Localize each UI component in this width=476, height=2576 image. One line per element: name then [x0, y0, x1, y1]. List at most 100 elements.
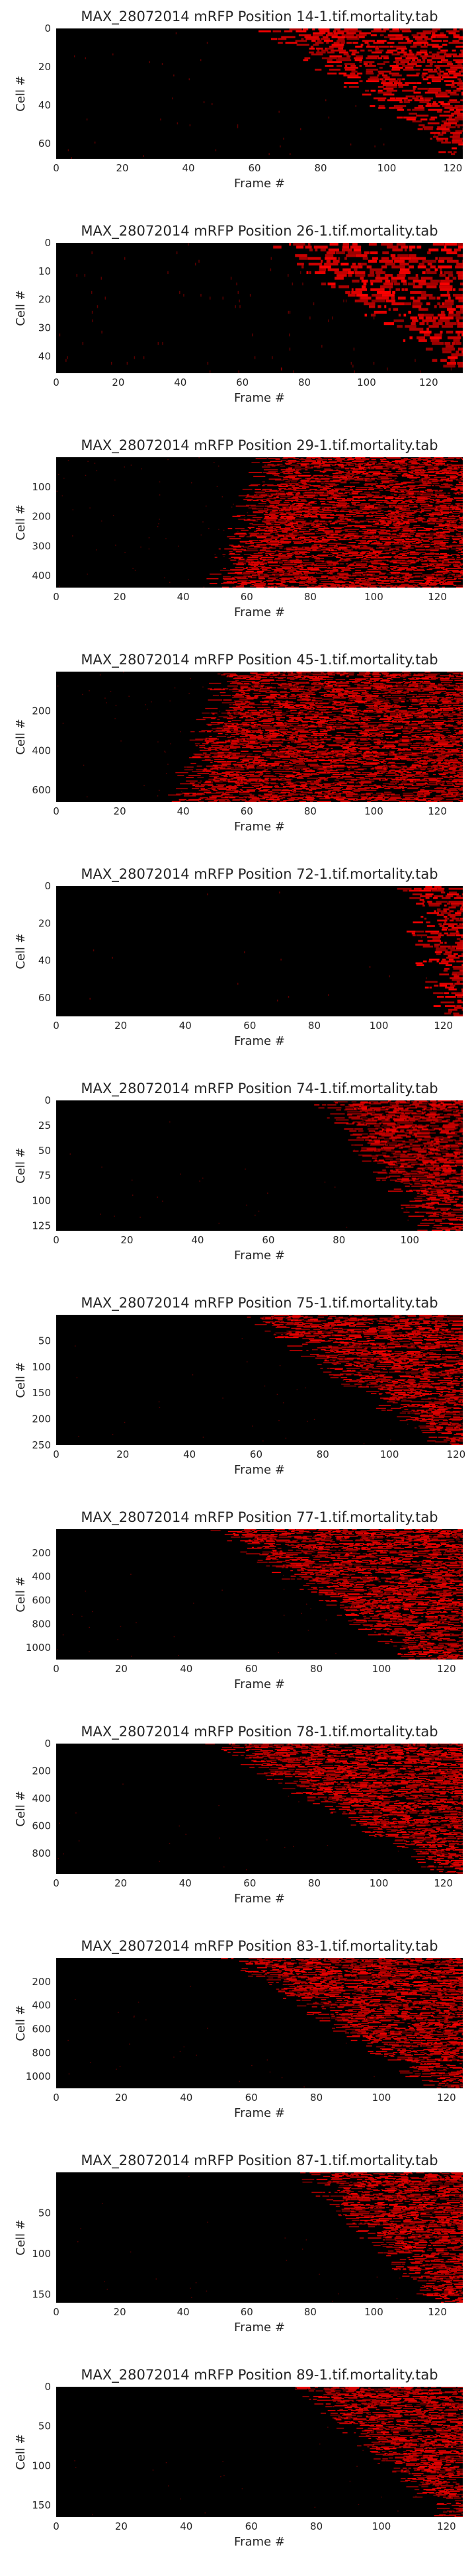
heatmap-cell	[416, 533, 430, 534]
heatmap-cell	[346, 42, 352, 44]
heatmap-cell	[360, 527, 366, 528]
heatmap-cell	[294, 553, 305, 554]
heatmap-cell	[252, 727, 261, 728]
heatmap-cell	[448, 466, 457, 467]
heatmap-cell	[389, 289, 391, 291]
heatmap-cell	[264, 733, 268, 734]
heatmap-noise	[170, 743, 171, 744]
heatmap-cell	[448, 336, 461, 339]
heatmap-cell	[452, 574, 455, 575]
heatmap-cell	[311, 466, 323, 467]
heatmap-cell	[237, 580, 247, 581]
heatmap-cell	[351, 546, 361, 547]
heatmap-cell	[339, 52, 348, 54]
heatmap-cell	[308, 738, 318, 739]
heatmap-cell	[440, 542, 448, 543]
heatmap-cell	[282, 507, 292, 508]
heatmap-cell	[383, 61, 389, 63]
heatmap-cell	[393, 539, 404, 540]
heatmap-cell	[379, 105, 385, 107]
heatmap-cell	[378, 477, 388, 478]
heatmap-cell	[276, 580, 285, 581]
heatmap-cell	[319, 30, 330, 32]
heatmap-cell	[285, 510, 290, 511]
heatmap-cell	[372, 691, 379, 692]
heatmap-cell	[420, 494, 430, 495]
heatmap-cell	[367, 530, 376, 531]
heatmap-cell	[428, 478, 437, 479]
heatmap-cell	[457, 78, 461, 80]
heatmap-cell	[402, 501, 413, 502]
heatmap-cell	[328, 521, 331, 522]
heatmap-cell	[284, 763, 290, 764]
heatmap-cell	[419, 688, 432, 689]
heatmap-cell	[447, 260, 459, 263]
heatmap-cell	[279, 547, 282, 548]
heatmap-cell	[432, 105, 440, 107]
heatmap-cell	[351, 265, 359, 268]
heatmap-cell	[323, 541, 329, 542]
heatmap-cell	[381, 461, 389, 462]
heatmap-cell	[277, 724, 284, 725]
heatmap-cell	[442, 44, 448, 46]
heatmap-cell	[381, 82, 393, 84]
heatmap-cell	[261, 683, 270, 684]
heatmap-cell	[205, 754, 211, 755]
heatmap-cell	[393, 676, 395, 677]
heatmap-cell	[392, 720, 395, 721]
heatmap-cell	[410, 291, 422, 294]
heatmap-cell	[432, 765, 444, 766]
heatmap-cell	[454, 498, 463, 499]
heatmap-cell	[366, 69, 378, 71]
heatmap-cell	[319, 499, 332, 500]
heatmap-cell	[436, 535, 445, 536]
heatmap-cell	[331, 757, 335, 758]
heatmap-cell	[257, 571, 264, 572]
heatmap-cell	[442, 132, 446, 134]
heatmap-cell	[313, 743, 319, 744]
heatmap-cell	[405, 249, 407, 251]
heatmap-cell	[314, 565, 326, 566]
heatmap-cell	[383, 464, 395, 465]
heatmap-cell	[314, 542, 327, 543]
heatmap-cell	[327, 565, 336, 566]
heatmap-cell	[402, 289, 405, 291]
heatmap-cell	[409, 328, 423, 330]
heatmap-cell	[253, 524, 265, 525]
heatmap-cell	[326, 533, 338, 534]
heatmap-cell	[280, 496, 290, 497]
heatmap-cell	[304, 516, 317, 517]
heatmap-cell	[296, 737, 303, 738]
heatmap-cell	[196, 719, 206, 720]
heatmap-cell	[445, 527, 450, 528]
heatmap-cell	[380, 564, 388, 565]
heatmap-cell	[290, 696, 297, 697]
heatmap-cell	[343, 715, 354, 716]
heatmap-cell	[461, 473, 463, 474]
heatmap-cell	[224, 756, 229, 757]
heatmap-cell	[329, 502, 339, 503]
heatmap-cell	[283, 477, 295, 478]
heatmap-cell	[449, 674, 451, 675]
heatmap-cell	[424, 756, 428, 757]
heatmap-cell	[403, 679, 406, 680]
heatmap-cell	[315, 747, 323, 748]
heatmap-cell	[280, 566, 292, 567]
heatmap-cell	[298, 527, 309, 528]
heatmap-cell	[294, 525, 306, 526]
heatmap-cell	[328, 269, 339, 271]
heatmap-cell	[383, 676, 392, 677]
heatmap-cell	[338, 471, 344, 472]
heatmap-cell	[321, 738, 332, 739]
heatmap-cell	[422, 705, 427, 706]
heatmap-cell	[444, 245, 446, 248]
heatmap-cell	[390, 713, 396, 714]
heatmap-cell	[373, 727, 378, 728]
heatmap-noise	[112, 54, 114, 56]
heatmap-cell	[424, 737, 431, 738]
heatmap-cell	[455, 689, 463, 690]
heatmap-cell	[270, 511, 275, 512]
heatmap-cell	[338, 720, 346, 721]
heatmap-cell	[387, 687, 393, 688]
